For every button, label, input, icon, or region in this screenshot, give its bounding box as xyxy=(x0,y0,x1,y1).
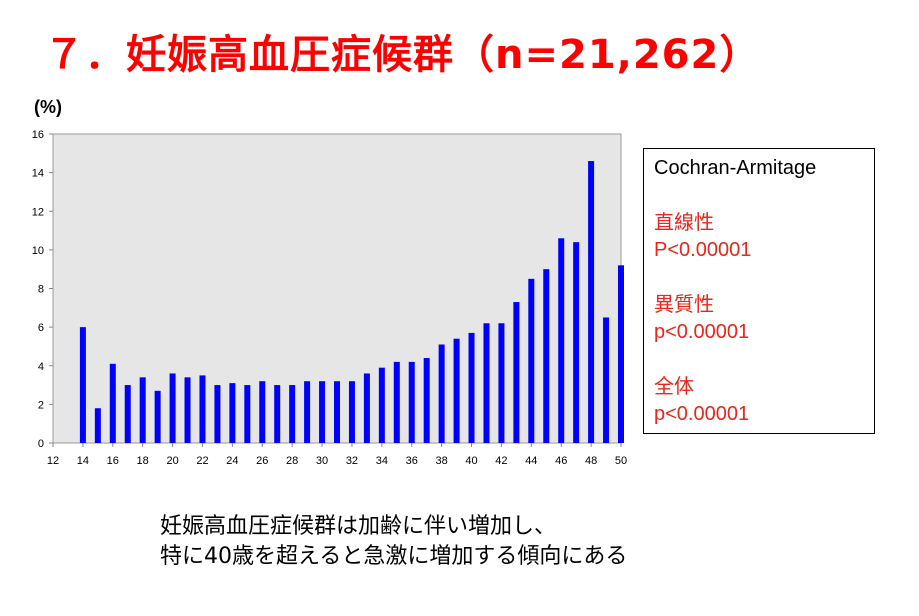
statistics-box: Cochran-Armitage 直線性 P<0.00001 異質性 p<0.0… xyxy=(643,148,875,434)
stat-group-linearity: 直線性 P<0.00001 xyxy=(654,210,864,264)
bar xyxy=(259,381,266,443)
bar xyxy=(603,317,610,443)
bar xyxy=(184,377,191,443)
bar xyxy=(124,385,131,443)
bar xyxy=(334,381,340,443)
x-tick-label: 30 xyxy=(316,455,328,467)
x-tick-label: 26 xyxy=(256,455,268,467)
y-tick-label: 8 xyxy=(38,284,44,296)
x-tick-label: 24 xyxy=(226,455,238,467)
bar xyxy=(378,367,385,443)
x-tick-label: 36 xyxy=(406,455,418,467)
bar xyxy=(363,373,370,443)
bar xyxy=(453,338,460,443)
x-tick-label: 38 xyxy=(436,455,448,467)
stat-label: 異質性 xyxy=(654,294,714,316)
x-tick-label: 14 xyxy=(77,455,89,467)
x-tick-label: 12 xyxy=(47,455,59,467)
stat-value: p<0.00001 xyxy=(654,321,750,343)
x-tick-label: 32 xyxy=(346,455,358,467)
bar xyxy=(244,385,251,443)
bar xyxy=(408,361,415,443)
bar xyxy=(304,381,311,443)
y-axis-unit-label: (%) xyxy=(34,97,62,117)
slide-title: ７．妊娠高血圧症候群（n=21,262） xyxy=(44,32,761,78)
bar xyxy=(154,390,161,443)
bar xyxy=(468,332,475,443)
y-tick-label: 14 xyxy=(32,168,44,180)
stat-value: p<0.00001 xyxy=(654,403,750,425)
bar xyxy=(348,381,355,443)
bar xyxy=(199,375,206,443)
conclusion-line-2: 特に40歳を超えると急激に増加する傾向にある xyxy=(160,544,628,569)
bar xyxy=(528,278,535,443)
bar xyxy=(109,363,116,443)
bar xyxy=(169,373,176,443)
bar xyxy=(229,383,236,443)
x-tick-label: 44 xyxy=(525,455,537,467)
y-tick-label: 6 xyxy=(38,322,44,334)
stat-label: 全体 xyxy=(654,376,694,398)
y-tick-label: 2 xyxy=(38,399,44,411)
bar xyxy=(588,161,595,443)
y-tick-label: 0 xyxy=(38,438,44,450)
y-tick-label: 4 xyxy=(38,361,44,373)
bar xyxy=(513,302,520,443)
x-tick-label: 42 xyxy=(495,455,507,467)
x-tick-label: 46 xyxy=(555,455,567,467)
bar xyxy=(618,265,624,443)
bar xyxy=(438,344,445,443)
conclusion-text: 妊娠高血圧症候群は加齢に伴い増加し、 特に40歳を超えると急激に増加する傾向にあ… xyxy=(160,512,627,572)
bar xyxy=(139,377,146,443)
x-tick-label: 18 xyxy=(137,455,149,467)
bar xyxy=(483,323,490,443)
bar xyxy=(558,238,565,443)
bar xyxy=(94,408,101,443)
x-tick-label: 20 xyxy=(166,455,178,467)
bar xyxy=(543,269,550,443)
bar xyxy=(319,381,326,443)
x-tick-label: 50 xyxy=(615,455,627,467)
y-tick-label: 10 xyxy=(32,245,44,257)
bar xyxy=(79,327,86,443)
x-tick-label: 28 xyxy=(286,455,298,467)
x-tick-label: 34 xyxy=(376,455,388,467)
bar xyxy=(573,242,580,443)
bar xyxy=(214,385,221,443)
bar xyxy=(274,385,281,443)
bar xyxy=(498,323,505,443)
y-tick-label: 12 xyxy=(32,206,44,218)
y-tick-label: 16 xyxy=(32,129,44,141)
bar xyxy=(393,361,400,443)
stat-group-overall: 全体 p<0.00001 xyxy=(654,374,864,428)
stat-group-heterogeneity: 異質性 p<0.00001 xyxy=(654,292,864,346)
bar xyxy=(423,358,430,443)
bar xyxy=(289,385,296,443)
conclusion-line-1: 妊娠高血圧症候群は加齢に伴い増加し、 xyxy=(160,514,557,539)
stat-label: 直線性 xyxy=(654,212,714,234)
x-tick-label: 16 xyxy=(107,455,119,467)
x-tick-label: 40 xyxy=(465,455,477,467)
statistical-method: Cochran-Armitage xyxy=(654,157,817,179)
stat-value: P<0.00001 xyxy=(654,239,752,261)
x-tick-label: 22 xyxy=(196,455,208,467)
x-tick-label: 48 xyxy=(585,455,597,467)
